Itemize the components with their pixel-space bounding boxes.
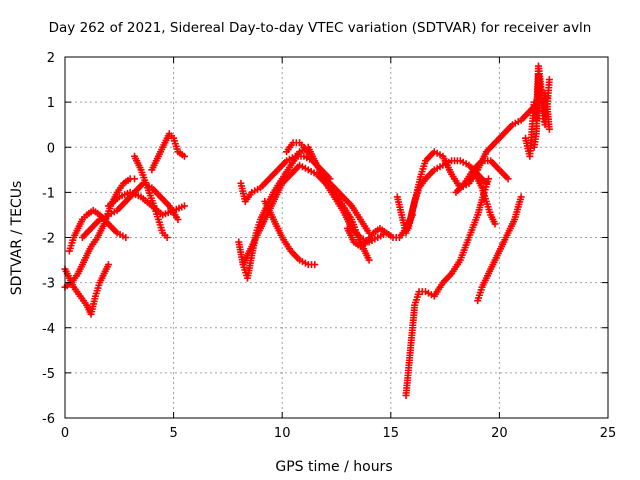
data-point (545, 76, 553, 84)
series-track-19 (474, 193, 525, 305)
series-track-3 (65, 206, 130, 255)
data-point (365, 256, 373, 264)
series-track-7 (148, 130, 188, 174)
series-track-16 (402, 175, 493, 399)
x-tick-label: 10 (274, 426, 291, 441)
y-tick-label: -3 (42, 277, 55, 292)
y-tick-label: -5 (42, 367, 55, 382)
data-point (180, 202, 188, 210)
data-point (504, 175, 512, 183)
data-series (61, 62, 553, 399)
chart-title: Day 262 of 2021, Sidereal Day-to-day VTE… (49, 20, 592, 36)
y-tick-label: -4 (42, 322, 55, 337)
data-point (122, 234, 130, 241)
data-point (491, 220, 499, 228)
data-point (174, 215, 182, 223)
series-track-6 (131, 152, 171, 241)
y-tick-label: 2 (47, 51, 55, 66)
y-tick-label: -6 (42, 412, 55, 427)
data-point (485, 175, 493, 183)
x-tick-label: 20 (491, 426, 508, 441)
y-tick-label: -2 (42, 232, 55, 247)
y-tick-label: 1 (47, 96, 55, 111)
data-point (180, 152, 188, 160)
series-track-4 (78, 179, 182, 241)
x-axis-label: GPS time / hours (275, 459, 392, 475)
series-track-18 (469, 166, 499, 228)
x-tick-label: 25 (600, 426, 617, 441)
series-track-21 (530, 71, 553, 151)
data-point (311, 261, 319, 269)
series-track-17 (452, 157, 512, 196)
axis-ticks: 0 5 10 15 20 25 -6 -5 -4 -3 -2 -1 0 1 2 (42, 51, 616, 441)
series-track-2 (61, 261, 112, 318)
data-point (163, 234, 171, 241)
data-point (545, 125, 553, 133)
y-tick-label: 0 (47, 141, 55, 156)
y-axis-label: SDTVAR / TECUs (9, 181, 25, 296)
data-point (517, 193, 525, 201)
series-track-5 (104, 188, 188, 219)
data-point (131, 175, 139, 183)
x-tick-label: 0 (61, 426, 69, 441)
x-tick-label: 5 (169, 426, 177, 441)
series-track-11 (261, 197, 319, 269)
grid (65, 57, 608, 418)
x-tick-label: 15 (383, 426, 400, 441)
data-point (104, 261, 112, 269)
y-tick-label: -1 (42, 186, 55, 201)
